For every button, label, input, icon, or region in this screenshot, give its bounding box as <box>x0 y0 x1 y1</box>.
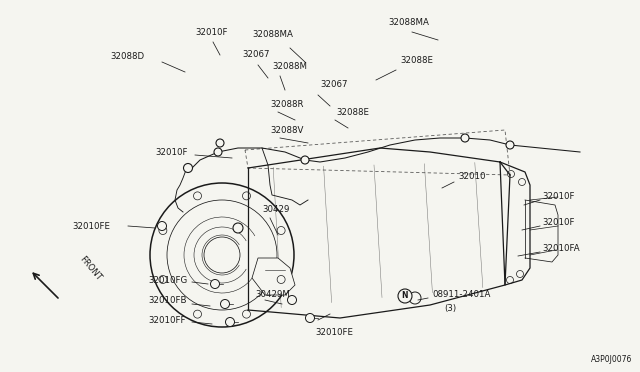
Circle shape <box>301 156 309 164</box>
Circle shape <box>211 279 220 289</box>
Text: 32010FE: 32010FE <box>315 328 353 337</box>
Circle shape <box>221 299 230 308</box>
Circle shape <box>157 221 166 231</box>
Text: 32088R: 32088R <box>270 100 303 109</box>
Text: (3): (3) <box>444 304 456 313</box>
Text: 32010F: 32010F <box>195 28 227 37</box>
Circle shape <box>233 223 243 233</box>
Circle shape <box>461 134 469 142</box>
Text: 30429: 30429 <box>262 205 289 214</box>
Circle shape <box>409 292 421 304</box>
Text: 32010FG: 32010FG <box>148 276 188 285</box>
Circle shape <box>287 295 296 305</box>
Text: 32010F: 32010F <box>542 218 575 227</box>
Circle shape <box>305 314 314 323</box>
Text: 32010F: 32010F <box>542 192 575 201</box>
Text: N: N <box>402 292 408 301</box>
Text: FRONT: FRONT <box>78 254 104 282</box>
Text: 32010FE: 32010FE <box>72 222 110 231</box>
Circle shape <box>216 139 224 147</box>
Text: 32088M: 32088M <box>272 62 307 71</box>
Text: 32088V: 32088V <box>270 126 303 135</box>
Text: 32010FF: 32010FF <box>148 316 186 325</box>
Circle shape <box>184 164 193 173</box>
Circle shape <box>225 317 234 327</box>
Text: 08911-2401A: 08911-2401A <box>432 290 490 299</box>
Circle shape <box>214 148 222 156</box>
Circle shape <box>398 289 412 303</box>
Polygon shape <box>252 258 295 295</box>
Text: 32088E: 32088E <box>336 108 369 117</box>
Text: 32010: 32010 <box>458 172 486 181</box>
Text: 32067: 32067 <box>320 80 348 89</box>
Text: A3P0J0076: A3P0J0076 <box>591 355 632 364</box>
Text: 32088MA: 32088MA <box>252 30 293 39</box>
Circle shape <box>506 141 514 149</box>
Text: 32088MA: 32088MA <box>388 18 429 27</box>
Text: 32088D: 32088D <box>110 52 144 61</box>
Text: 32010FA: 32010FA <box>542 244 580 253</box>
Text: 32067: 32067 <box>242 50 269 59</box>
Text: 30429M: 30429M <box>255 290 290 299</box>
Text: 32088E: 32088E <box>400 56 433 65</box>
Text: 32010FB: 32010FB <box>148 296 186 305</box>
Text: 32010F: 32010F <box>155 148 188 157</box>
